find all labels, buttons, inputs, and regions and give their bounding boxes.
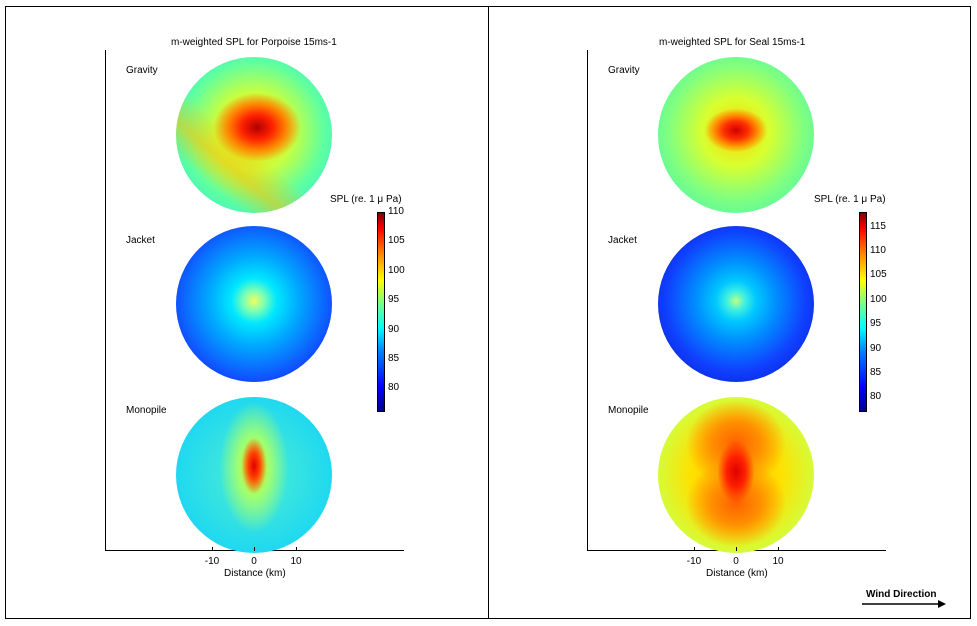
wind-direction-label: Wind Direction	[866, 589, 937, 600]
row-label-gravity: Gravity	[608, 65, 640, 76]
heatmap-seal-monopile	[658, 397, 814, 553]
heatmap-porpoise-gravity	[176, 57, 332, 213]
wind-direction-arrow-icon	[862, 600, 946, 608]
x-axis-label: Distance (km)	[224, 568, 286, 579]
x-tickmark	[296, 547, 297, 551]
colorbar-tick-label: 85	[870, 366, 882, 378]
x-axis-label: Distance (km)	[706, 568, 768, 579]
heatmap-porpoise-jacket	[176, 226, 332, 382]
x-tick-label: 0	[733, 556, 739, 567]
colorbar-tick-label: 95	[388, 294, 400, 306]
x-tickmark	[736, 547, 737, 551]
row-label-monopile: Monopile	[126, 405, 167, 416]
panel-divider	[488, 6, 489, 619]
colorbar	[377, 212, 385, 412]
row-label-jacket: Jacket	[126, 235, 155, 246]
x-tick-label: 10	[290, 556, 302, 567]
x-tick-label: 0	[251, 556, 257, 567]
colorbar-tick-label: 110	[870, 245, 886, 257]
colorbar	[859, 212, 867, 412]
heatmap-porpoise-monopile	[176, 397, 332, 553]
colorbar-tick-label: 90	[388, 323, 400, 335]
heatmap-seal-jacket	[658, 226, 814, 382]
colorbar-label: SPL (re. 1 μ Pa)	[330, 194, 402, 205]
colorbar-label: SPL (re. 1 μ Pa)	[814, 194, 886, 205]
colorbar-tick-label: 105	[388, 235, 405, 247]
row-label-monopile: Monopile	[608, 405, 649, 416]
x-tick-label: -10	[204, 556, 220, 567]
x-tickmark	[694, 547, 695, 551]
x-tick-label: -10	[686, 556, 702, 567]
x-tickmark	[212, 547, 213, 551]
colorbar-tick-label: 115	[870, 220, 886, 232]
colorbar-tick-label: 95	[870, 318, 882, 330]
colorbar-tick-label: 100	[870, 293, 887, 305]
colorbar-tick-label: 85	[388, 353, 400, 365]
row-label-gravity: Gravity	[126, 65, 158, 76]
x-tick-label: 10	[772, 556, 784, 567]
colorbar-tick-label: 100	[388, 264, 405, 276]
row-label-jacket: Jacket	[608, 235, 637, 246]
chart-title: m-weighted SPL for Porpoise 15ms-1	[171, 37, 337, 48]
colorbar-tick-label: 110	[388, 206, 404, 217]
colorbar-tick-label: 90	[870, 342, 882, 354]
colorbar-tick-label: 105	[870, 269, 887, 281]
chart-title: m-weighted SPL for Seal 15ms-1	[659, 37, 806, 48]
x-tickmark	[254, 547, 255, 551]
heatmap-seal-gravity	[658, 57, 814, 213]
x-tickmark	[778, 547, 779, 551]
colorbar-tick-label: 80	[388, 382, 400, 394]
colorbar-tick-label: 80	[870, 391, 882, 403]
